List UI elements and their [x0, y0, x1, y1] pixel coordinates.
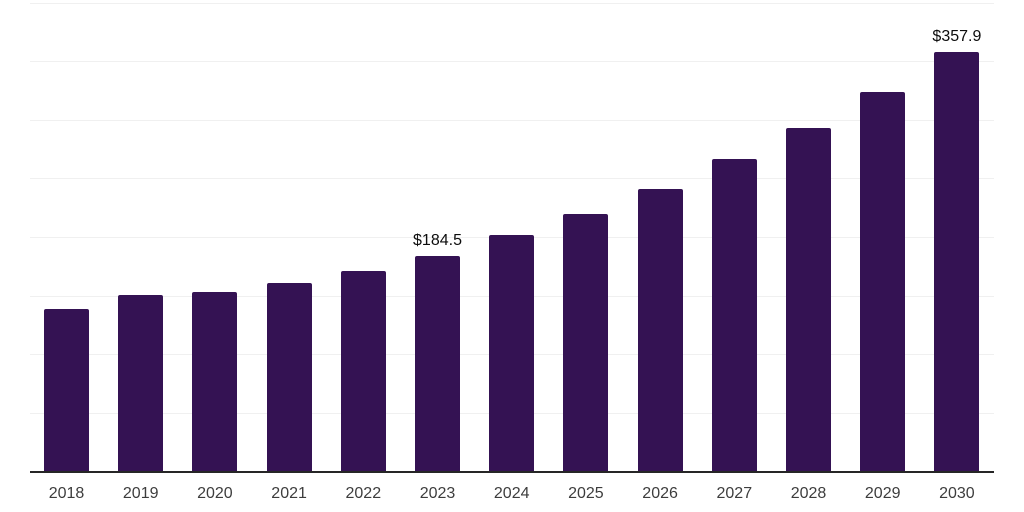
x-tick-label-2026: 2026: [642, 485, 678, 502]
x-tick-label-2018: 2018: [48, 485, 85, 502]
x-tick-label-2024: 2024: [493, 485, 530, 502]
x-tick-label-2021: 2021: [271, 485, 307, 502]
bar-2021: [266, 283, 312, 472]
bar-2028: [786, 127, 831, 472]
x-tick-label-2027: 2027: [716, 485, 753, 502]
x-tick-label-2020: 2020: [197, 485, 233, 502]
bar-value-label-2023: $184.5: [413, 231, 462, 249]
x-tick-label-2022: 2022: [345, 485, 382, 502]
bar-2027: [711, 158, 757, 472]
bar-2018: [44, 308, 89, 472]
bar-2026: [637, 188, 683, 472]
bar-2024: [489, 235, 535, 472]
bar-2020: [192, 292, 238, 472]
x-tick-label-2025: 2025: [568, 485, 604, 502]
x-tick-label-2023: 2023: [419, 485, 456, 502]
x-tick-label-2019: 2019: [122, 485, 159, 502]
gridline: [30, 178, 994, 180]
bar-2025: [563, 213, 609, 472]
x-tick-label-2028: 2028: [790, 485, 827, 502]
bar-2030: [934, 52, 980, 472]
bar-value-label-2030: $357.9: [932, 28, 982, 46]
bar-2022: [340, 271, 386, 472]
gridline: [30, 119, 994, 121]
x-tick-label-2030: 2030: [939, 485, 975, 502]
x-tick-label-2029: 2029: [864, 485, 901, 502]
bar-2029: [860, 92, 906, 472]
gridline: [30, 2, 994, 4]
gridline: [30, 61, 994, 63]
bar-2023: [415, 255, 460, 472]
bar-2019: [118, 295, 164, 472]
x-axis-line: [30, 471, 994, 473]
